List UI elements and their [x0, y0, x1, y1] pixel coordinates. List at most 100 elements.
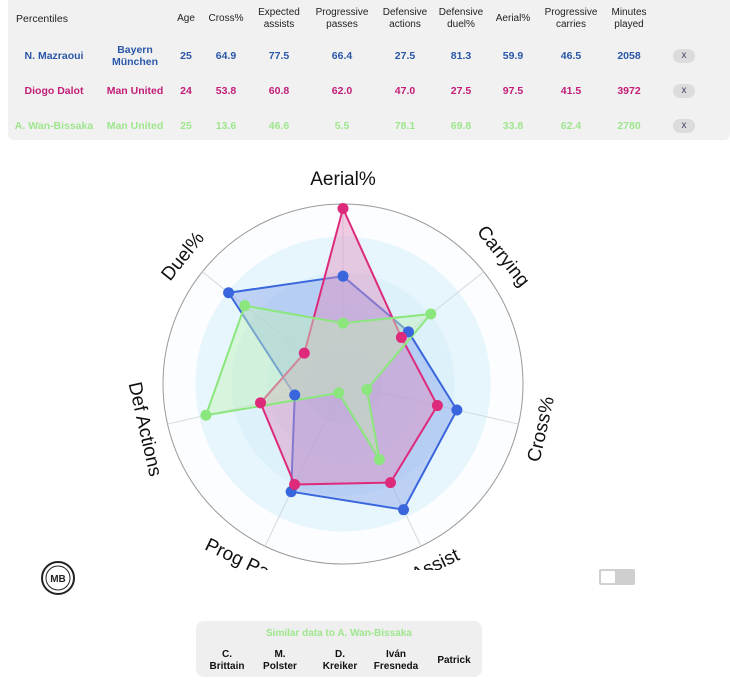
- axis-label: Cross%: [524, 394, 559, 464]
- data-point: [337, 317, 349, 329]
- column-header: Age: [177, 13, 195, 24]
- data-point: [398, 504, 410, 516]
- similar-player-name-part: Fresneda: [373, 661, 419, 672]
- data-point: [289, 389, 301, 401]
- table-row: A. Wan-Bissaka Man United 25 13.6 46.6 5.5 78.…: [8, 108, 714, 143]
- data-point: [361, 383, 373, 395]
- similar-player[interactable]: Patrick: [422, 655, 486, 667]
- table-cell: 53.8: [215, 84, 237, 97]
- player-team: Bayern München: [111, 43, 159, 68]
- similar-player[interactable]: Iván Fresneda: [364, 649, 428, 673]
- column-header: Aerial%: [495, 13, 531, 24]
- remove-cell: x: [654, 108, 714, 143]
- table-cell: 59.9: [502, 49, 524, 62]
- table-cell: 24: [180, 84, 192, 97]
- similar-player-name-part: M.: [274, 649, 286, 660]
- column-header: Defensive duel%: [438, 7, 484, 30]
- similar-player[interactable]: D. Kreiker: [308, 649, 372, 673]
- table-cell: 25: [180, 119, 192, 132]
- similar-player-name-part: Iván: [385, 649, 406, 660]
- radar-spoke: [264, 383, 344, 547]
- table-title: Percentiles: [16, 13, 68, 25]
- data-point: [239, 300, 251, 312]
- table-header-row: Percentiles Age Cross% Expected assists …: [8, 0, 714, 38]
- table-cell: 2058: [617, 49, 641, 62]
- data-point: [200, 409, 212, 421]
- percentiles-table-card: Percentiles Age Cross% Expected assists …: [8, 0, 730, 140]
- similar-player[interactable]: C. Brittain: [195, 649, 259, 673]
- axis-label: Def Actions: [124, 380, 166, 478]
- table-cell: 46.5: [560, 49, 582, 62]
- column-header: Expected assists: [258, 7, 300, 30]
- player-name[interactable]: A. Wan-Bissaka: [14, 119, 94, 132]
- data-point: [223, 287, 235, 299]
- table-cell: 81.3: [450, 49, 472, 62]
- similar-player-name-part: C.: [222, 649, 232, 660]
- percentiles-table: Percentiles Age Cross% Expected assists …: [8, 0, 714, 143]
- remove-player-button[interactable]: x: [673, 118, 695, 133]
- similar-player[interactable]: M. Polster: [248, 649, 312, 673]
- mb-logo-icon: MB: [41, 561, 75, 595]
- table-row: Diogo Dalot Man United 24 53.8 60.8 62.0 47.0 2…: [8, 73, 714, 108]
- table-cell: 60.8: [268, 84, 290, 97]
- table-cell: 2780: [617, 119, 641, 132]
- table-cell: 27.5: [394, 49, 416, 62]
- table-cell: 66.4: [331, 49, 353, 62]
- table-row: N. Mazraoui Bayern München 25 64.9 77.5 66.4 2…: [8, 38, 714, 73]
- table-cell: 77.5: [268, 49, 290, 62]
- axis-label: Aerial%: [310, 169, 376, 190]
- data-point: [384, 477, 396, 489]
- player-team: Man United: [106, 119, 164, 132]
- table-cell: 41.5: [560, 84, 582, 97]
- table-cell: 46.6: [268, 119, 290, 132]
- radar-spoke: [342, 383, 422, 547]
- similar-players-card: Similar data to A. Wan-Bissaka C. Brittai…: [196, 621, 482, 677]
- column-header: Progressive passes: [315, 7, 369, 30]
- remove-player-button[interactable]: x: [673, 83, 695, 98]
- radar-spoke: [342, 383, 519, 425]
- data-point: [289, 479, 301, 491]
- table-cell: 62.0: [331, 84, 353, 97]
- table-cell: 64.9: [215, 49, 237, 62]
- data-point: [337, 270, 349, 282]
- column-header: Defensive actions: [382, 7, 428, 30]
- table-cell: 33.8: [502, 119, 524, 132]
- data-point: [373, 454, 385, 466]
- remove-cell: x: [654, 38, 714, 73]
- player-team: Man United: [106, 84, 164, 97]
- view-toggle[interactable]: [599, 569, 635, 585]
- table-cell: 47.0: [394, 84, 416, 97]
- table-cell: 27.5: [450, 84, 472, 97]
- table-cell: 69.8: [450, 119, 472, 132]
- data-point: [255, 397, 267, 409]
- table-cell: 13.6: [215, 119, 237, 132]
- data-point: [333, 387, 345, 399]
- table-cell: 97.5: [502, 84, 524, 97]
- similar-player-name-part: Kreiker: [322, 661, 358, 672]
- similar-player-name-part: Brittain: [209, 661, 245, 672]
- remove-cell: x: [654, 73, 714, 108]
- column-header: Cross%: [208, 13, 244, 24]
- remove-player-button[interactable]: x: [673, 48, 695, 63]
- data-point: [425, 308, 437, 320]
- data-point: [395, 331, 407, 343]
- column-header: Minutes played: [611, 7, 647, 30]
- table-cell: 5.5: [334, 119, 350, 132]
- column-header: Progressive carries: [544, 7, 598, 30]
- data-point: [337, 203, 349, 214]
- similar-player-name-part: D.: [335, 649, 345, 660]
- data-point: [451, 404, 463, 416]
- similar-player-name-part: Patrick: [437, 655, 471, 666]
- radar-spoke: [342, 271, 485, 385]
- team-header: [100, 0, 170, 38]
- similar-player-name-part: Polster: [263, 661, 297, 672]
- similar-title: Similar data to A. Wan-Bissaka: [266, 628, 412, 639]
- player-name[interactable]: Diogo Dalot: [24, 84, 84, 97]
- data-point: [431, 400, 443, 412]
- player-name[interactable]: N. Mazraoui: [24, 49, 84, 62]
- data-point: [298, 347, 310, 359]
- logo-text: MB: [50, 574, 66, 585]
- table-cell: 78.1: [394, 119, 416, 132]
- toggle-knob[interactable]: [601, 571, 615, 583]
